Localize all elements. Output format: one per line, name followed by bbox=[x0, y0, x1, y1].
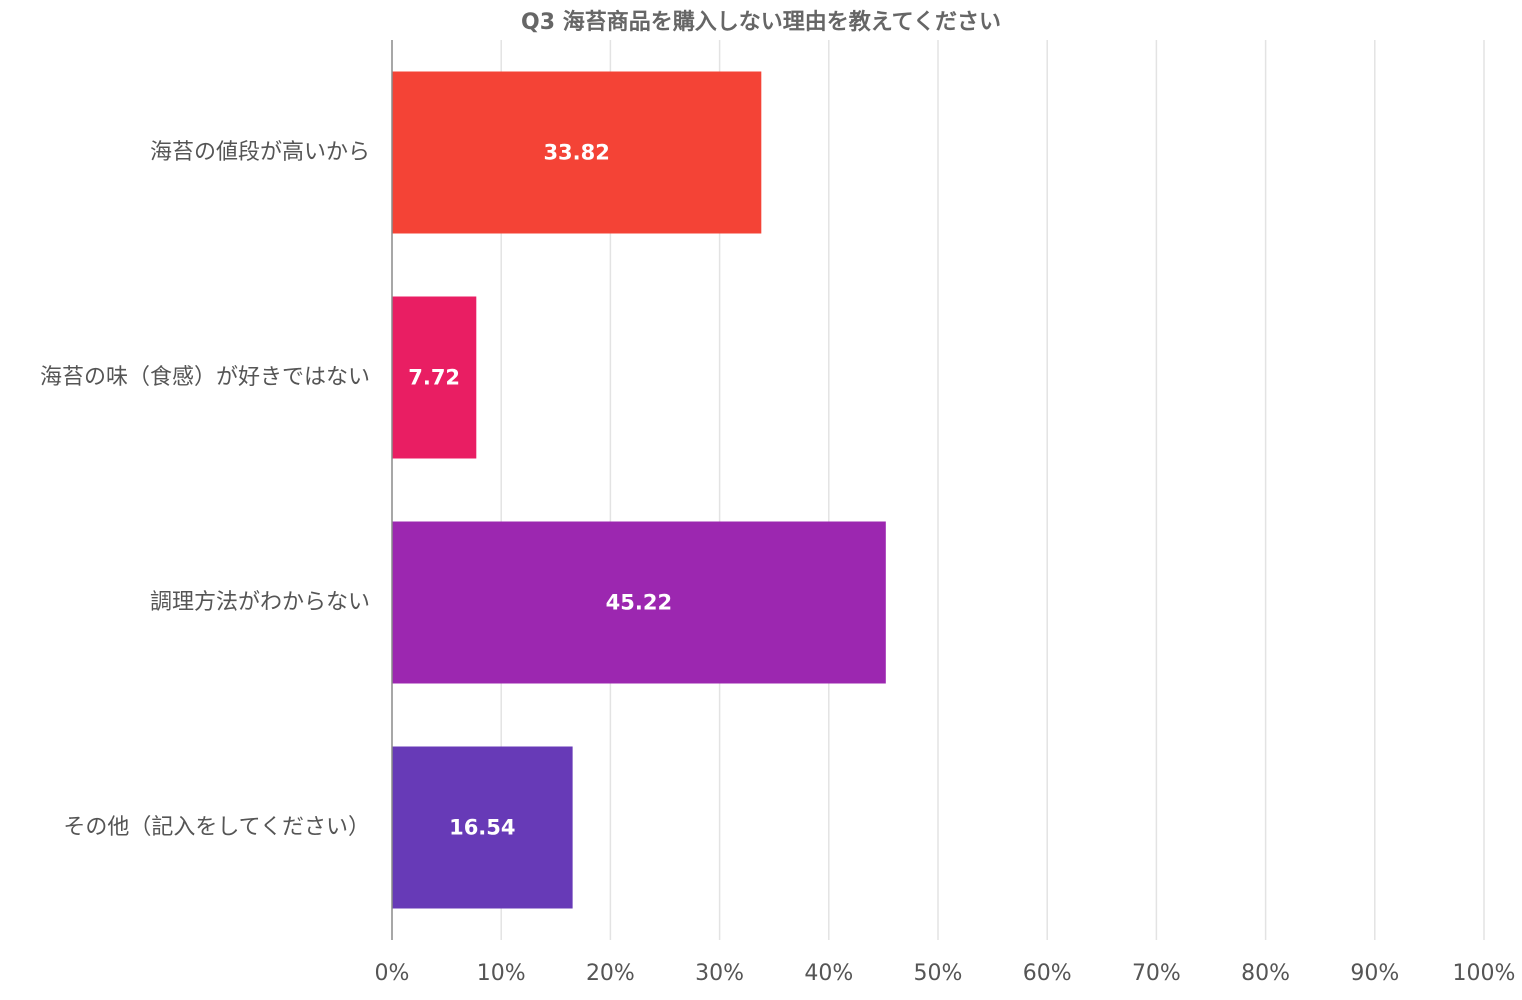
x-tick-label: 20% bbox=[586, 961, 635, 986]
category-label: 調理方法がわからない bbox=[150, 590, 370, 615]
x-tick-label: 90% bbox=[1350, 961, 1399, 986]
x-tick-label: 60% bbox=[1023, 961, 1072, 986]
label-layer: 0% 10% 20% 30% 40% 50% 60% 70% 80% 90% 100% 海苔の値段が高… bbox=[40, 140, 1515, 986]
data-label: 16.54 bbox=[449, 816, 515, 840]
category-label: 海苔の味（食感）が好きではない bbox=[40, 365, 370, 390]
x-tick-label: 50% bbox=[914, 961, 963, 986]
category-label: 海苔の値段が高いから bbox=[150, 140, 370, 165]
x-tick-label: 30% bbox=[695, 961, 744, 986]
data-label: 33.82 bbox=[543, 141, 609, 165]
x-tick-label: 100% bbox=[1453, 961, 1516, 986]
data-label: 7.72 bbox=[408, 366, 460, 390]
category-label: その他（記入をしてください） bbox=[63, 815, 370, 840]
data-label: 45.22 bbox=[606, 591, 672, 615]
x-tick-label: 10% bbox=[477, 961, 526, 986]
x-tick-label: 40% bbox=[804, 961, 853, 986]
bar bbox=[392, 296, 477, 459]
x-tick-label: 80% bbox=[1241, 961, 1290, 986]
bar bbox=[392, 521, 886, 684]
x-tick-label: 70% bbox=[1132, 961, 1181, 986]
bar bbox=[392, 71, 762, 234]
chart-title: Q3 海苔商品を購入しない理由を教えてください bbox=[521, 10, 1001, 35]
x-tick-label: 0% bbox=[375, 961, 410, 986]
bar-layer bbox=[392, 71, 886, 909]
bar bbox=[392, 746, 573, 909]
